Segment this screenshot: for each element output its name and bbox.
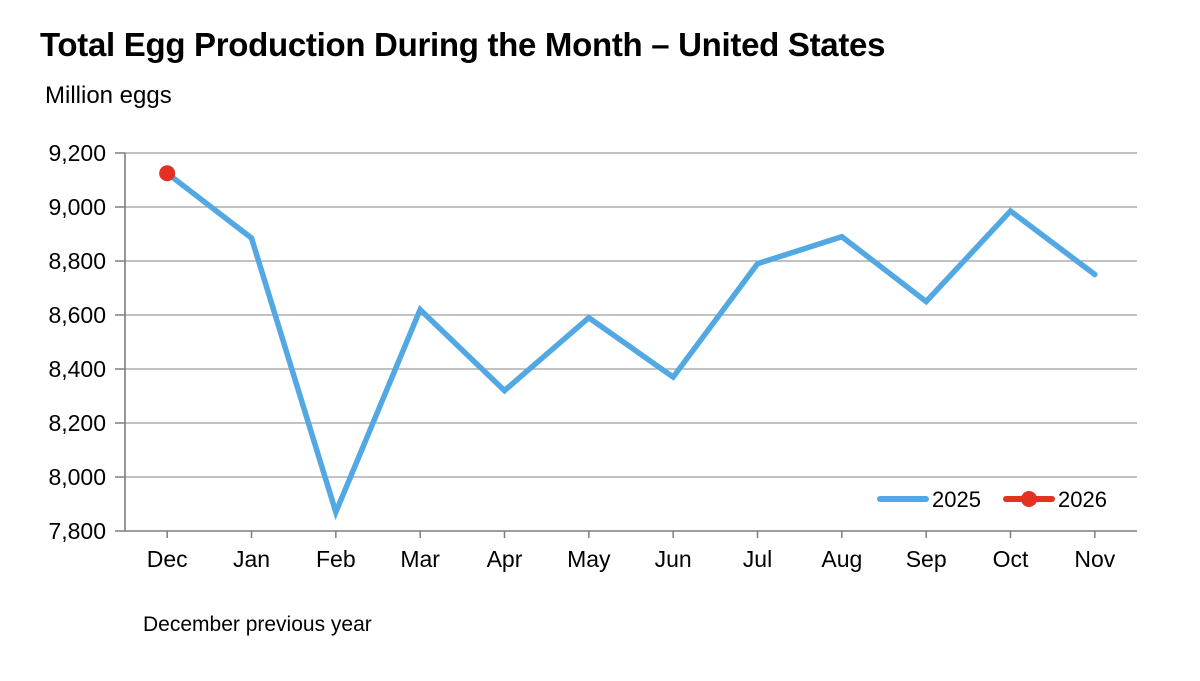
x-tick-label: Jun — [655, 546, 692, 572]
x-tick-label: Mar — [400, 546, 440, 572]
legend-marker-2026 — [1021, 491, 1037, 507]
y-tick-label: 7,800 — [48, 518, 106, 544]
y-tick-label: 9,200 — [48, 140, 106, 166]
y-tick-label: 8,200 — [48, 410, 106, 436]
x-tick-label: Sep — [906, 546, 947, 572]
y-tick-label: 8,600 — [48, 302, 106, 328]
series-2025-line — [164, 170, 1098, 521]
chart-title: Total Egg Production During the Month – … — [40, 26, 886, 63]
x-tick-label: Nov — [1074, 546, 1115, 572]
x-tick-label: Feb — [316, 546, 356, 572]
x-tick-label: Aug — [821, 546, 862, 572]
y-axis-unit-label: Million eggs — [45, 82, 172, 109]
legend-label-2026: 2026 — [1058, 487, 1107, 512]
legend-label-2025: 2025 — [932, 487, 981, 512]
y-tick-label: 8,000 — [48, 464, 106, 490]
series-2026-point — [159, 165, 176, 182]
y-tick-label: 8,800 — [48, 248, 106, 274]
x-tick-label: Jan — [233, 546, 270, 572]
x-tick-label: Jul — [743, 546, 772, 572]
y-tick-label: 8,400 — [48, 356, 106, 382]
x-axis-footnote: December previous year — [143, 613, 372, 636]
x-tick-label: Dec — [147, 546, 188, 572]
x-tick-label: Oct — [993, 546, 1029, 572]
y-tick-label: 9,000 — [48, 194, 106, 220]
x-tick-label: May — [567, 546, 611, 572]
x-tick-label: Apr — [487, 546, 523, 572]
